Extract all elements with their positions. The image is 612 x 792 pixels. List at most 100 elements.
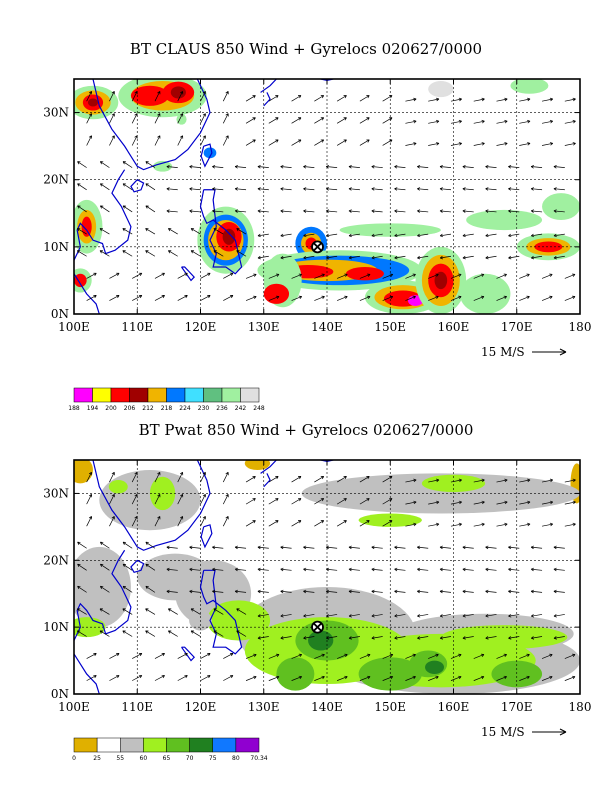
wind-vector — [382, 675, 394, 681]
wind-vector — [485, 209, 497, 213]
wind-vector — [280, 165, 292, 169]
colorbar-swatch — [184, 387, 204, 403]
wind-vector — [336, 295, 348, 301]
wind-vector — [405, 142, 417, 146]
wind-vector — [154, 471, 161, 483]
wind-vector — [553, 614, 565, 618]
wind-vector — [417, 209, 429, 213]
colorbar-swatch — [166, 387, 186, 403]
wind-vector — [234, 209, 247, 213]
wind-vector — [462, 614, 474, 618]
wind-vector — [122, 585, 133, 593]
wind-vector — [303, 165, 315, 169]
wind-vector — [473, 295, 485, 301]
wind-vector — [473, 478, 485, 483]
wind-vector — [212, 209, 224, 213]
wind-vector — [177, 675, 188, 681]
wind-vector — [222, 516, 229, 527]
wind-vector — [222, 471, 229, 483]
reference-vector-label: 15 M/S — [481, 725, 525, 739]
wind-vector — [257, 545, 269, 550]
wind-vector — [154, 493, 161, 505]
coastline — [199, 569, 243, 655]
panel1: 100E 110E 120E 130E 140E 150E 160E 170E 180 0N 10N… — [43, 78, 592, 412]
wind-vector — [222, 91, 229, 102]
wind-vector — [222, 113, 229, 124]
x-tick-label: 180 — [569, 320, 592, 334]
wind-vector — [236, 250, 247, 257]
panel2-title: BT Pwat 850 Wind + Gyrelocs 020627/0000 — [138, 421, 474, 439]
y-tick-label: 0N — [51, 307, 69, 321]
wind-vector — [405, 295, 416, 301]
wind-vector — [405, 97, 417, 102]
wind-vector — [564, 675, 576, 681]
wind-vector — [99, 563, 110, 571]
colorbar-label: 194 — [87, 405, 99, 412]
wind-vector — [109, 653, 120, 659]
wind-vector — [109, 113, 115, 124]
shading-cell — [345, 267, 384, 281]
wind-vector — [280, 614, 292, 618]
wind-vector — [508, 233, 520, 238]
wind-vector — [417, 233, 429, 238]
wind-vector — [405, 653, 416, 659]
wind-vector — [145, 585, 156, 593]
shading-cell — [153, 160, 173, 172]
wind-vector — [541, 273, 553, 279]
wind-vector — [166, 567, 178, 572]
wind-vector — [348, 636, 360, 640]
wind-vector — [473, 119, 485, 124]
wind-vector — [189, 209, 201, 213]
wind-vector — [473, 522, 485, 527]
wind-vector — [166, 165, 178, 169]
wind-vector — [359, 273, 371, 279]
wind-vector — [77, 563, 87, 571]
wind-vector — [99, 161, 110, 168]
shading-cell — [510, 79, 549, 94]
wind-vector — [564, 295, 576, 301]
wind-vector — [541, 97, 554, 102]
wind-vector — [553, 545, 565, 550]
wind-vector — [326, 255, 338, 260]
x-tick-label: 150E — [374, 320, 406, 334]
wind-vector — [348, 209, 360, 213]
wind-vector — [234, 187, 247, 191]
colorbar-label: 70 — [186, 755, 194, 762]
wind-vector — [86, 471, 93, 483]
colorbar-swatch — [203, 387, 223, 403]
wind-vector — [519, 97, 531, 102]
wind-vector — [564, 119, 576, 124]
wind-vector — [496, 478, 508, 483]
wind-vector — [371, 233, 383, 238]
y-tick-label: 20N — [43, 553, 69, 567]
wind-vector — [76, 608, 87, 615]
wind-vector — [485, 187, 497, 191]
wind-vector — [131, 135, 138, 146]
wind-vector — [485, 255, 497, 260]
wind-vector — [131, 91, 138, 102]
wind-vector — [223, 295, 234, 301]
wind-vector — [222, 493, 229, 505]
wind-vector — [564, 653, 576, 659]
wind-vector — [222, 135, 229, 146]
wind-vector — [519, 142, 531, 146]
wind-vector — [234, 567, 247, 572]
wind-vector — [450, 478, 462, 483]
wind-vector — [177, 493, 184, 505]
wind-vector — [145, 541, 156, 549]
coastline — [260, 79, 277, 93]
wind-vector — [325, 209, 338, 213]
wind-vector — [77, 205, 87, 213]
wind-vector — [200, 471, 206, 483]
wind-vector — [326, 614, 338, 618]
y-tick-label: 10N — [43, 620, 69, 634]
wind-vector — [417, 636, 429, 640]
wind-vector — [405, 500, 417, 505]
wind-vector — [303, 187, 315, 191]
shading-cell — [74, 546, 131, 628]
wind-vector — [314, 498, 325, 505]
wind-vector — [450, 97, 462, 102]
colorbar-label: 206 — [124, 405, 136, 412]
wind-vector — [257, 255, 269, 260]
x-tick-label: 110E — [121, 700, 153, 714]
